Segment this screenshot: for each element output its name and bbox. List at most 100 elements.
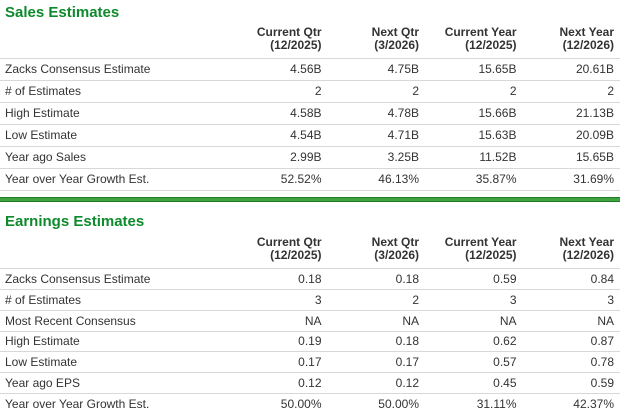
earnings-estimates-section: Earnings Estimates Current Qtr (12/2025) N… <box>0 202 620 414</box>
column-header: Next Year (12/2026) <box>522 228 620 269</box>
cell-value: 2 <box>522 80 620 103</box>
cell-value: 2 <box>425 80 523 103</box>
row-label-header <box>0 20 230 59</box>
cell-value: 50.00% <box>230 393 328 414</box>
cell-value: 0.17 <box>230 351 328 374</box>
column-header-period: Current Qtr <box>256 24 322 39</box>
column-header: Current Qtr (12/2025) <box>230 20 328 59</box>
cell-value: 4.75B <box>327 58 425 81</box>
cell-value: 2 <box>327 80 425 103</box>
row-label: Zacks Consensus Estimate <box>0 58 230 81</box>
sales-estimates-table: Current Qtr (12/2025) Next Qtr (3/2026) Curr… <box>0 20 620 191</box>
cell-value: 15.65B <box>425 58 523 81</box>
column-header-period: Next Qtr <box>371 24 419 39</box>
cell-value: 0.84 <box>522 268 620 290</box>
column-header-date: (12/2025) <box>270 248 322 262</box>
cell-value: 21.13B <box>522 102 620 125</box>
cell-value: 0.87 <box>522 331 620 353</box>
cell-value: 50.00% <box>327 393 425 414</box>
earnings-estimates-table: Current Qtr (12/2025) Next Qtr (3/2026) Curr… <box>0 228 620 414</box>
row-label: Year ago Sales <box>0 146 230 169</box>
cell-value: 31.69% <box>522 168 620 191</box>
cell-value: 11.52B <box>425 146 523 169</box>
column-header-period: Current Year <box>444 24 517 39</box>
column-header-date: (3/2026) <box>374 248 419 262</box>
cell-value: 0.19 <box>230 331 328 353</box>
cell-value: 0.45 <box>425 372 523 395</box>
row-label: # of Estimates <box>0 289 230 311</box>
cell-value: NA <box>327 310 425 332</box>
table-row: Year over Year Growth Est. 52.52% 46.13% 35… <box>0 168 620 191</box>
cell-value: 0.59 <box>522 372 620 395</box>
row-label: Low Estimate <box>0 351 230 374</box>
cell-value: 0.18 <box>230 268 328 290</box>
cell-value: 15.66B <box>425 102 523 125</box>
row-label: High Estimate <box>0 102 230 125</box>
table-row: # of Estimates 3 2 3 3 <box>0 289 620 311</box>
row-label: High Estimate <box>0 331 230 353</box>
cell-value: 35.87% <box>425 168 523 191</box>
column-header-period: Next Year <box>559 235 615 249</box>
cell-value: 4.58B <box>230 102 328 125</box>
cell-value: 4.78B <box>327 102 425 125</box>
cell-value: 42.37% <box>522 393 620 414</box>
column-header-date: (12/2025) <box>465 248 517 262</box>
column-header-date: (3/2026) <box>374 37 419 52</box>
table-row: High Estimate 0.19 0.18 0.62 0.87 <box>0 331 620 353</box>
sales-estimates-section: Sales Estimates Current Qtr (12/2025) Next… <box>0 0 620 191</box>
cell-value: 0.18 <box>327 268 425 290</box>
cell-value: NA <box>230 310 328 332</box>
column-header-period: Next Year <box>559 24 615 39</box>
cell-value: 3 <box>522 289 620 311</box>
table-row: Year ago Sales 2.99B 3.25B 11.52B 15.65B <box>0 146 620 169</box>
cell-value: 2 <box>327 289 425 311</box>
cell-value: 3 <box>230 289 328 311</box>
cell-value: 0.62 <box>425 331 523 353</box>
cell-value: 2 <box>230 80 328 103</box>
cell-value: 3 <box>425 289 523 311</box>
table-row: Zacks Consensus Estimate 4.56B 4.75B 15.65B… <box>0 58 620 81</box>
table-row: Year over Year Growth Est. 50.00% 50.00% 31… <box>0 393 620 414</box>
section-divider <box>0 196 620 202</box>
cell-value: 20.61B <box>522 58 620 81</box>
cell-value: 0.18 <box>327 331 425 353</box>
table-row: Year ago EPS 0.12 0.12 0.45 0.59 <box>0 372 620 395</box>
column-header-date: (12/2025) <box>465 37 517 52</box>
earnings-header-row: Current Qtr (12/2025) Next Qtr (3/2026) Curr… <box>0 228 620 269</box>
cell-value: NA <box>522 310 620 332</box>
cell-value: 0.57 <box>425 351 523 374</box>
cell-value: 31.11% <box>425 393 523 414</box>
column-header-date: (12/2025) <box>270 37 322 52</box>
cell-value: 15.63B <box>425 124 523 147</box>
cell-value: 0.17 <box>327 351 425 374</box>
table-row: Most Recent Consensus NA NA NA NA <box>0 310 620 332</box>
earnings-estimates-title: Earnings Estimates <box>5 212 145 230</box>
row-label: Year ago EPS <box>0 372 230 395</box>
column-header-date: (12/2026) <box>562 37 614 52</box>
table-row: Zacks Consensus Estimate 0.18 0.18 0.59 0.84 <box>0 268 620 290</box>
cell-value: 52.52% <box>230 168 328 191</box>
column-header: Next Qtr (3/2026) <box>327 20 425 59</box>
row-label: Most Recent Consensus <box>0 310 230 332</box>
row-label: Year over Year Growth Est. <box>0 168 230 191</box>
column-header-period: Current Qtr <box>256 235 322 249</box>
cell-value: 20.09B <box>522 124 620 147</box>
cell-value: 0.12 <box>230 372 328 395</box>
cell-value: 2.99B <box>230 146 328 169</box>
cell-value: 3.25B <box>327 146 425 169</box>
cell-value: 4.54B <box>230 124 328 147</box>
row-label: Zacks Consensus Estimate <box>0 268 230 290</box>
table-row: Low Estimate 0.17 0.17 0.57 0.78 <box>0 351 620 374</box>
row-label-header <box>0 228 230 269</box>
cell-value: 4.71B <box>327 124 425 147</box>
column-header: Current Year (12/2025) <box>425 20 523 59</box>
column-header-date: (12/2026) <box>562 248 614 262</box>
row-label: Year over Year Growth Est. <box>0 393 230 414</box>
table-row: Low Estimate 4.54B 4.71B 15.63B 20.09B <box>0 124 620 147</box>
column-header-period: Next Qtr <box>371 235 419 249</box>
column-header: Next Qtr (3/2026) <box>327 228 425 269</box>
table-row: High Estimate 4.58B 4.78B 15.66B 21.13B <box>0 102 620 125</box>
sales-estimates-title: Sales Estimates <box>5 4 120 21</box>
row-label: # of Estimates <box>0 80 230 103</box>
cell-value: 46.13% <box>327 168 425 191</box>
